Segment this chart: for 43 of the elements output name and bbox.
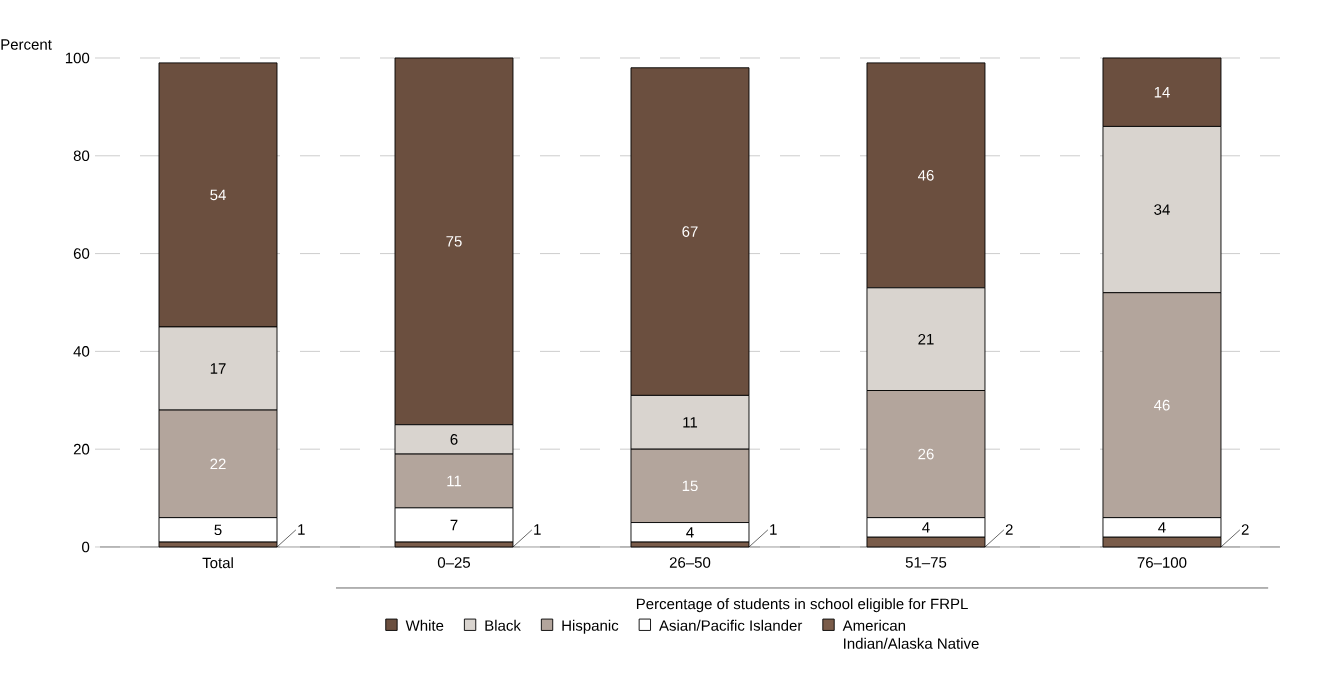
y-axis-title: Percent [1,39,52,50]
data-label: 1 [298,524,305,535]
data-label: 4 [1158,522,1166,533]
data-label: 7 [450,519,458,531]
y-tick-label: 60 [73,248,90,259]
data-label: 21 [918,333,934,345]
data-label: 1 [770,524,777,535]
x-tick-label: Total [202,557,233,569]
data-label: 4 [922,522,930,533]
x-tick-label: 0–25 [437,557,471,568]
y-tick-label: 40 [73,346,90,357]
data-label: 17 [210,363,226,374]
data-label: 67 [682,226,698,237]
data-label: 5 [214,524,222,536]
data-label: 1 [534,524,541,535]
data-label: 2 [1005,524,1013,535]
x-tick-label: 26–50 [669,557,711,568]
legend-label: American Indian/Alaska Native [842,619,979,649]
y-tick-label: 0 [82,541,90,553]
data-label: 15 [682,480,698,492]
x-tick-label: 51–75 [905,557,947,568]
data-label: 34 [1154,204,1170,215]
data-label: 22 [210,458,226,470]
legend-label: Hispanic [562,619,619,634]
data-label: 4 [686,527,694,538]
data-label: 26 [918,448,934,460]
y-tick-label: 80 [73,150,90,162]
data-label: 46 [1153,399,1170,411]
data-label: 2 [1241,524,1249,535]
x-tick-label: 76–100 [1137,557,1187,568]
data-label: 75 [446,236,462,247]
y-tick-label: 20 [73,443,90,455]
data-label: 6 [450,434,458,445]
data-label: 11 [683,417,698,428]
x-axis-title: Percentage of students in school eligible for FRPL [636,598,968,613]
y-tick-label: 100 [65,52,90,64]
legend-label: White [405,619,444,631]
data-label: 54 [210,189,226,201]
legend-label: Black [485,619,521,631]
legend-label: Asian/Pacific Islander [659,619,803,631]
data-label: 14 [1154,87,1170,98]
data-label: 11 [447,475,462,487]
data-label: 46 [917,170,934,181]
